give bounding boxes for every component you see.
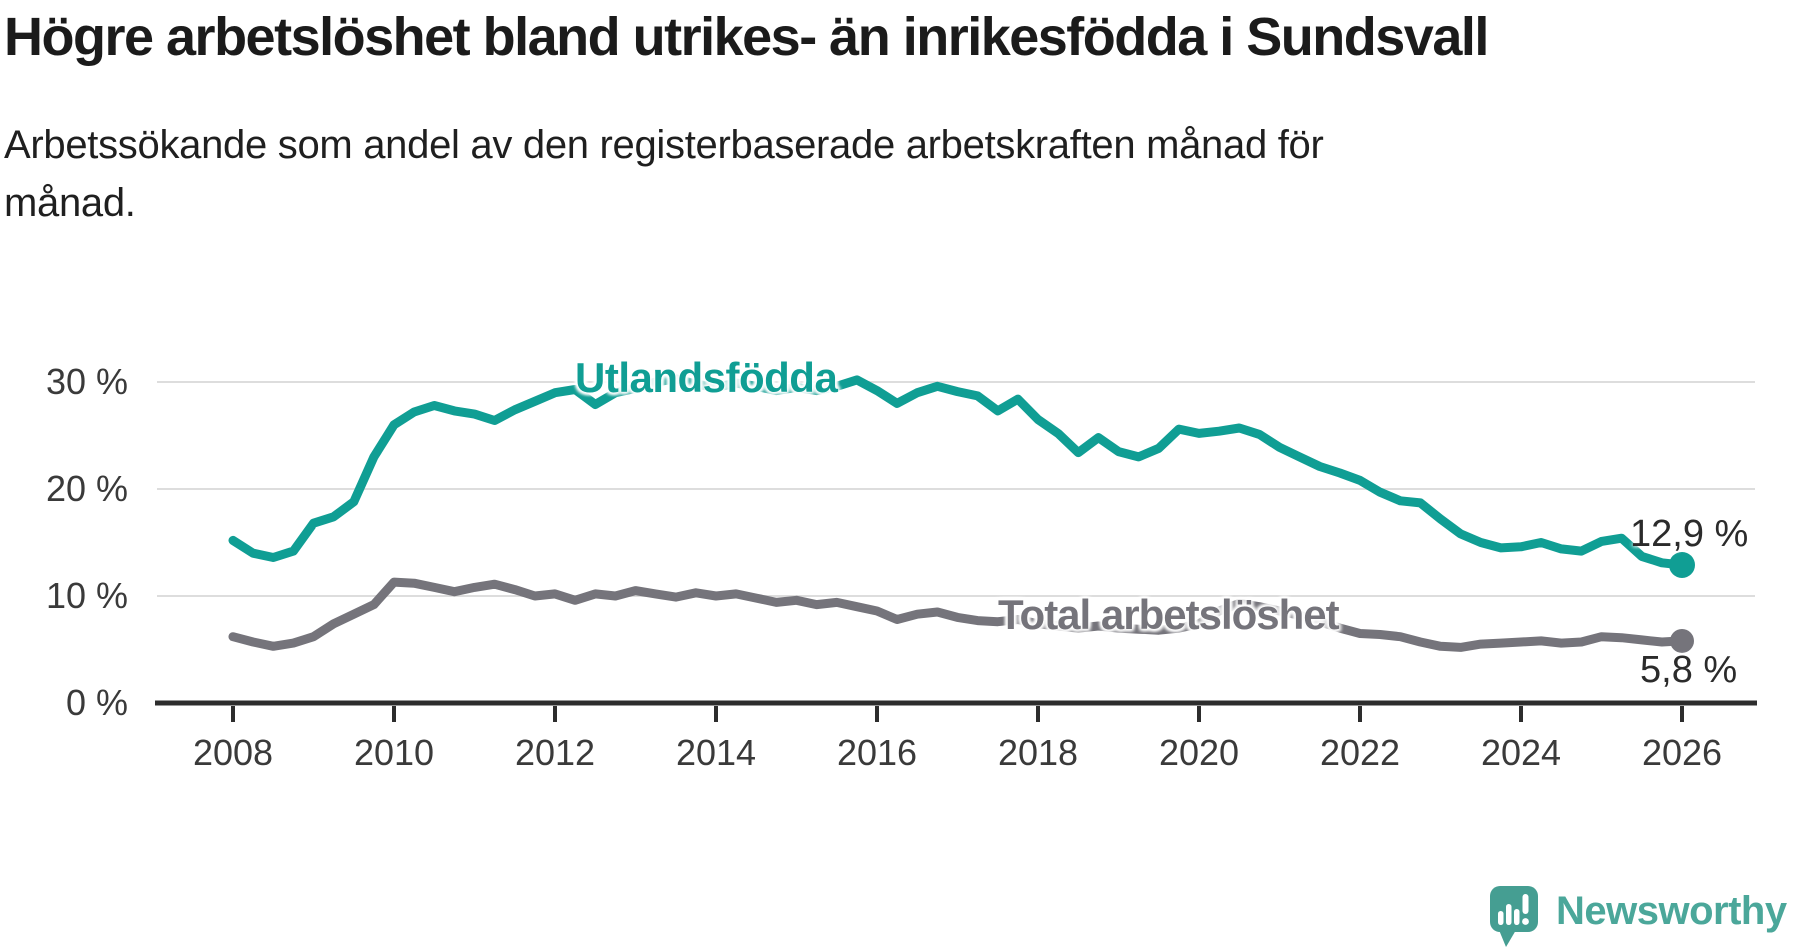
- y-tick-label: 0 %: [65, 682, 128, 723]
- y-tick-label: 20 %: [45, 468, 128, 509]
- x-tick-label: 2020: [1158, 732, 1240, 773]
- x-tick-label: 2010: [353, 732, 435, 773]
- end-value-label-total: 5,8 %: [1640, 649, 1738, 691]
- newsworthy-logo-icon: [1490, 886, 1538, 947]
- y-tick-label: 30 %: [45, 361, 128, 402]
- series-label-utlandsfodda: Utlandsfödda: [575, 354, 838, 401]
- x-tick-label: 2018: [997, 732, 1079, 773]
- chart-subtitle-line1: Arbetssökande som andel av den registerb…: [4, 123, 1324, 167]
- series-end-dot-utlandsfodda: [1669, 551, 1695, 578]
- series-line-total: [228, 577, 1687, 652]
- series-end-dot-total: [1670, 628, 1694, 653]
- chart-subtitle-line2: månad.: [4, 181, 136, 225]
- chart-title: Högre arbetslöshet bland utrikes- än inr…: [4, 7, 1489, 67]
- series-label-total-arbetsloshet: Total arbetslöshet: [998, 591, 1340, 638]
- x-tick-label: 2026: [1641, 732, 1723, 773]
- x-tick-label: 2012: [514, 732, 596, 773]
- newsworthy-wordmark: Newsworthy: [1556, 889, 1787, 933]
- x-tick-label: 2014: [675, 732, 757, 773]
- x-tick-label: 2008: [192, 732, 274, 773]
- x-tick-label: 2024: [1480, 732, 1562, 773]
- series-line-utlandsfodda: [228, 374, 1687, 570]
- end-value-label-utlandsfodda: 12,9 %: [1630, 513, 1749, 555]
- y-tick-label: 10 %: [45, 575, 128, 616]
- x-tick-label: 2016: [836, 732, 918, 773]
- chart-subtitle: Arbetssökande som andel av den registerb…: [4, 116, 1504, 232]
- x-tick-label: 2022: [1319, 732, 1401, 773]
